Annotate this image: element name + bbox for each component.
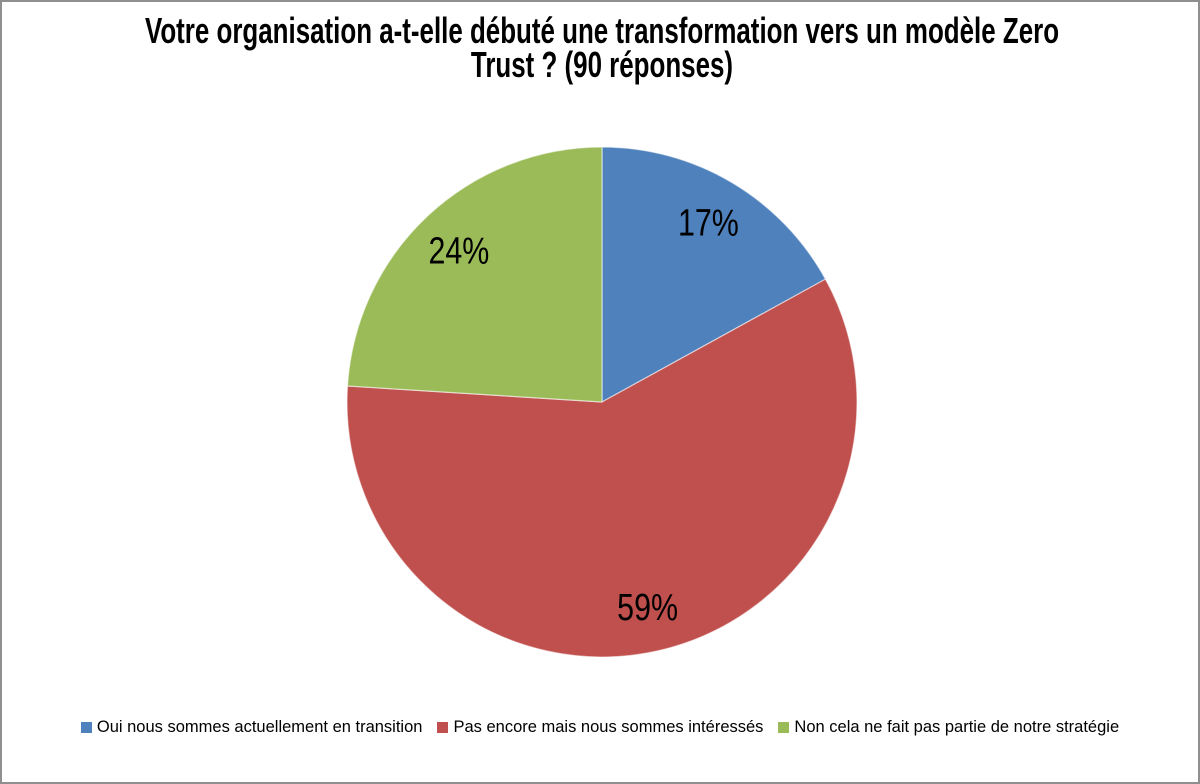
- pie-data-label-0: 17%: [678, 203, 739, 245]
- pie-slice-2: [346, 146, 603, 403]
- pie-data-label-1: 59%: [617, 587, 678, 629]
- legend-swatch-icon: [778, 722, 790, 733]
- pie-slice-0: [601, 146, 827, 404]
- legend-label: Pas encore mais nous sommes intéressés: [453, 718, 764, 736]
- pie-slice-1: [346, 278, 858, 658]
- chart-title-line-1: Votre organisation a-t-elle débuté une t…: [144, 10, 1060, 51]
- legend-swatch-icon: [80, 722, 92, 733]
- chart-legend: Oui nous sommes actuellement en transiti…: [2, 718, 1198, 737]
- chart-title: Votre organisation a-t-elle débuté une t…: [62, 10, 1142, 85]
- chart-title-line-2: Trust ? (90 réponses): [470, 44, 734, 85]
- legend-label: Non cela ne fait pas partie de notre str…: [794, 718, 1120, 736]
- legend-item-0: Oui nous sommes actuellement en transiti…: [80, 718, 423, 737]
- pie-data-label-2: 24%: [428, 230, 489, 272]
- legend-item-2: Non cela ne fait pas partie de notre str…: [778, 718, 1119, 737]
- legend-label: Oui nous sommes actuellement en transiti…: [96, 718, 423, 736]
- legend-swatch-icon: [437, 722, 449, 733]
- legend-item-1: Pas encore mais nous sommes intéressés: [437, 718, 763, 737]
